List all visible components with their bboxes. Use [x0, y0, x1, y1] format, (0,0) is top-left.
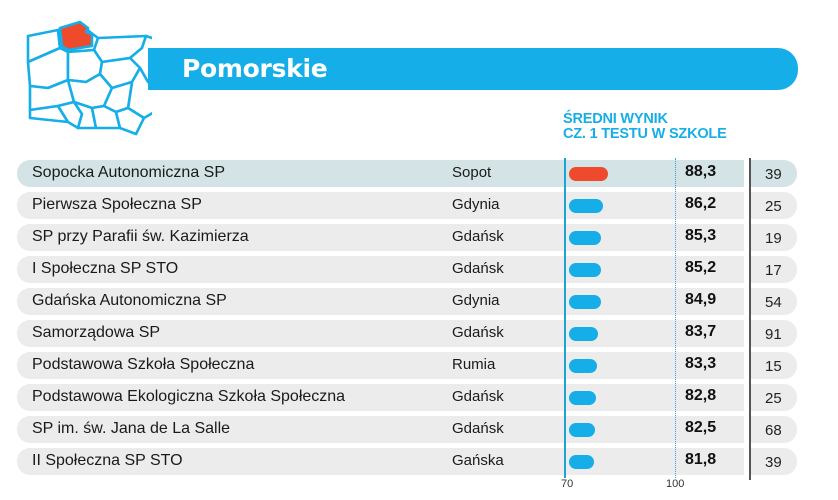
row-separator — [744, 448, 750, 475]
score-bar — [569, 263, 601, 277]
axis-line-70 — [564, 158, 566, 478]
student-count: 15 — [765, 358, 782, 375]
school-name: Podstawowa Szkoła Społeczna — [32, 356, 255, 373]
school-city: Sopot — [452, 164, 492, 181]
count-column-divider — [749, 158, 751, 480]
school-city: Gdańsk — [452, 388, 504, 405]
score-bar — [569, 359, 597, 373]
table-row: Gdańska Autonomiczna SP Gdynia 84,9 54 — [17, 288, 797, 315]
score-column-header-line1: ŚREDNI WYNIK — [563, 111, 668, 127]
score-bar — [569, 295, 601, 309]
score-bar — [569, 327, 598, 341]
student-count: 39 — [765, 166, 782, 183]
student-count: 68 — [765, 422, 782, 439]
row-separator — [744, 288, 750, 315]
student-count: 25 — [765, 198, 782, 215]
average-score: 84,9 — [685, 291, 717, 308]
score-column-header-line2: CZ. 1 TESTU W SZKOLE — [563, 126, 727, 142]
student-count: 17 — [765, 262, 782, 279]
student-count: 39 — [765, 454, 782, 471]
score-bar — [569, 391, 596, 405]
school-name: II Społeczna SP STO — [32, 452, 183, 469]
table-row: Sopocka Autonomiczna SP Sopot 88,3 39 — [17, 160, 797, 187]
axis-tick-100: 100 — [666, 478, 685, 490]
average-score: 86,2 — [685, 195, 717, 212]
row-separator — [744, 320, 750, 347]
average-score: 85,2 — [685, 259, 717, 276]
school-city: Gańska — [452, 452, 504, 469]
row-separator — [744, 352, 750, 379]
score-bar — [569, 231, 601, 245]
school-city: Gdynia — [452, 196, 500, 213]
table-row: SP im. św. Jana de La Salle Gdańsk 82,5 68 — [17, 416, 797, 443]
row-separator — [744, 160, 750, 187]
school-city: Gdańsk — [452, 420, 504, 437]
row-separator — [744, 256, 750, 283]
school-city: Gdynia — [452, 292, 500, 309]
average-score: 82,5 — [685, 419, 717, 436]
ranking-table: Sopocka Autonomiczna SP Sopot 88,3 39 Pierws… — [17, 160, 797, 480]
row-separator — [744, 192, 750, 219]
school-name: Podstawowa Ekologiczna Szkoła Społeczna — [32, 388, 346, 405]
average-score: 82,8 — [685, 387, 717, 404]
school-name: Sopocka Autonomiczna SP — [32, 164, 226, 181]
table-row: II Społeczna SP STO Gańska 81,8 39 — [17, 448, 797, 475]
student-count: 25 — [765, 390, 782, 407]
poland-voivodeships-map-icon — [26, 20, 152, 136]
score-bar — [569, 423, 595, 437]
row-separator — [744, 224, 750, 251]
average-score: 81,8 — [685, 451, 717, 468]
title-bar: Pomorskie — [148, 48, 798, 90]
school-name: SP im. św. Jana de La Salle — [32, 420, 231, 437]
school-name: Samorządowa SP — [32, 324, 161, 341]
score-column-header: ŚREDNI WYNIK CZ. 1 TESTU W SZKOLE — [563, 112, 727, 142]
table-row: Podstawowa Ekologiczna Szkoła Społeczna G… — [17, 384, 797, 411]
table-row: I Społeczna SP STO Gdańsk 85,2 17 — [17, 256, 797, 283]
page-title: Pomorskie — [182, 54, 328, 83]
average-score: 85,3 — [685, 227, 717, 244]
school-name: SP przy Parafii św. Kazimierza — [32, 228, 249, 245]
average-score: 83,7 — [685, 323, 717, 340]
table-row: Podstawowa Szkoła Społeczna Rumia 83,3 15 — [17, 352, 797, 379]
school-name: Pierwsza Społeczna SP — [32, 196, 202, 213]
score-bar — [569, 455, 594, 469]
school-city: Gdańsk — [452, 324, 504, 341]
school-name: Gdańska Autonomiczna SP — [32, 292, 227, 309]
school-name: I Społeczna SP STO — [32, 260, 179, 277]
row-separator — [744, 384, 750, 411]
table-row: Pierwsza Społeczna SP Gdynia 86,2 25 — [17, 192, 797, 219]
average-score: 83,3 — [685, 355, 717, 372]
student-count: 19 — [765, 230, 782, 247]
student-count: 91 — [765, 326, 782, 343]
axis-line-100 — [675, 158, 676, 478]
school-city: Rumia — [452, 356, 496, 373]
score-bar — [569, 199, 603, 213]
school-city: Gdańsk — [452, 260, 504, 277]
axis-tick-70: 70 — [561, 478, 574, 490]
school-city: Gdańsk — [452, 228, 504, 245]
student-count: 54 — [765, 294, 782, 311]
average-score: 88,3 — [685, 163, 717, 180]
table-row: Samorządowa SP Gdańsk 83,7 91 — [17, 320, 797, 347]
table-row: SP przy Parafii św. Kazimierza Gdańsk 85,3… — [17, 224, 797, 251]
score-bar — [569, 167, 608, 181]
row-separator — [744, 416, 750, 443]
